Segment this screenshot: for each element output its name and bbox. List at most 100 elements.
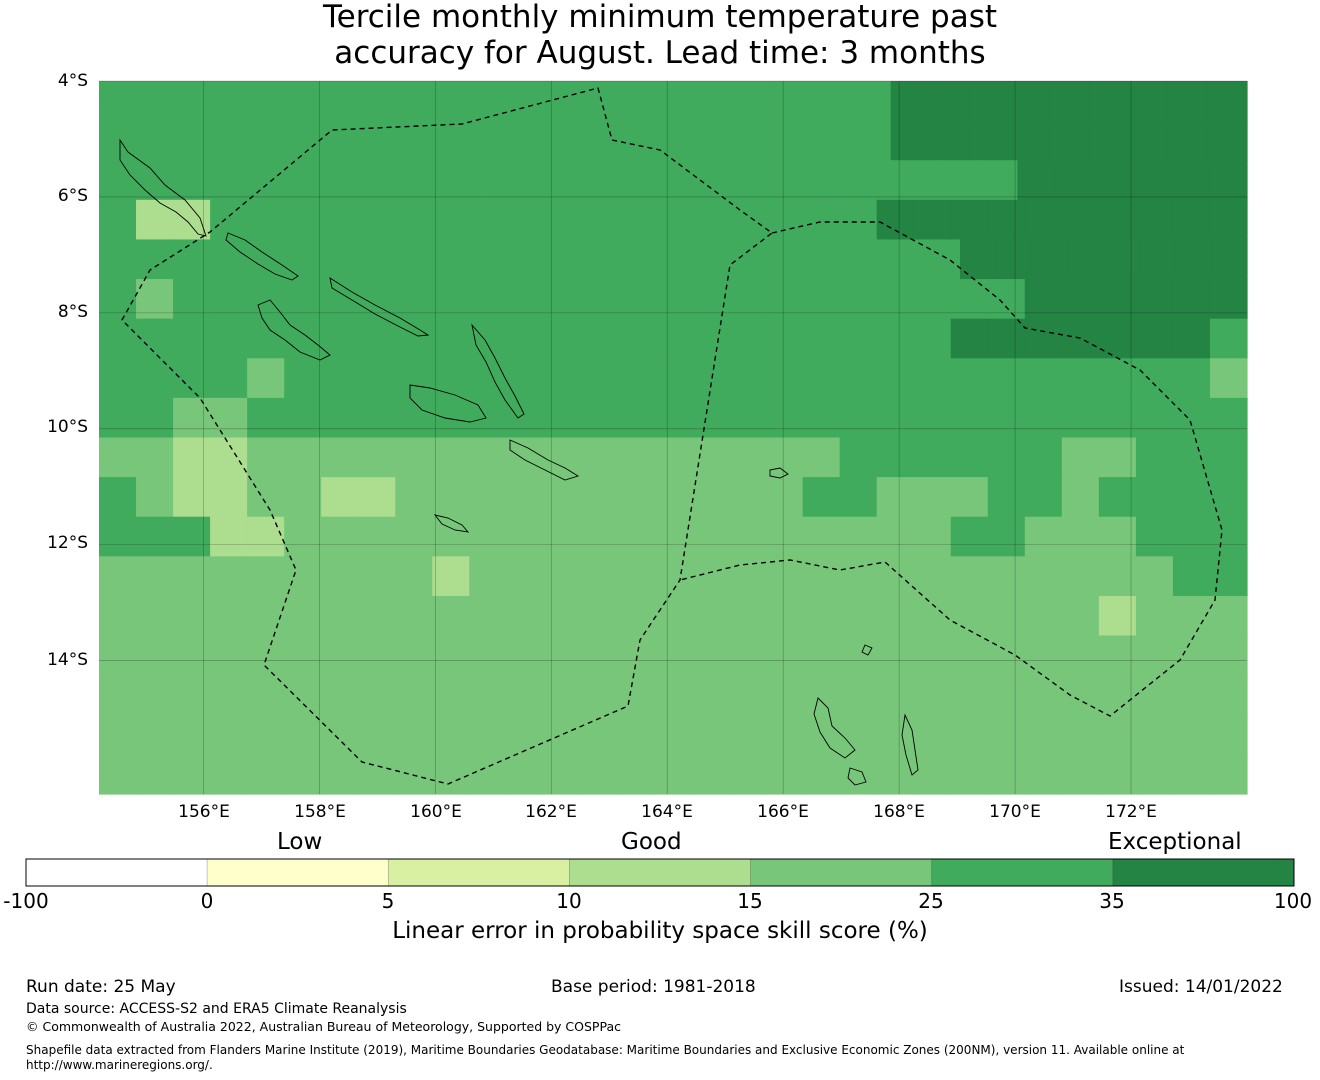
skill-cell: [99, 714, 137, 755]
skill-cell: [913, 754, 952, 795]
skill-cell: [839, 516, 878, 557]
skill-cell: [565, 239, 602, 280]
skill-cell: [494, 120, 536, 161]
skill-cell: [247, 279, 285, 320]
skill-cell: [987, 595, 1026, 637]
skill-cell: [481, 160, 521, 201]
skill-cell: [395, 714, 433, 755]
skill-cell: [321, 477, 359, 518]
skill-cell: [1172, 397, 1211, 439]
skill-cell: [1135, 199, 1174, 241]
skill-cell: [950, 754, 989, 795]
skill-cell: [728, 318, 767, 359]
skill-cell: [494, 81, 536, 122]
skill-cell: [654, 358, 693, 399]
skill-cell: [136, 714, 174, 755]
skill-cell: [950, 675, 989, 716]
skill-cell: [321, 635, 359, 676]
skill-cell: [876, 279, 915, 320]
skill-cell: [617, 556, 656, 597]
skill-cell: [1088, 81, 1129, 122]
skill-cell: [395, 675, 433, 716]
skill-cell: [136, 279, 174, 320]
skill-cell: [950, 318, 989, 359]
skill-cell: [247, 199, 285, 241]
skill-cell: [1209, 199, 1248, 241]
skill-cell: [580, 635, 619, 676]
skill-cell: [1167, 120, 1209, 161]
skill-cell: [1098, 397, 1137, 439]
skill-cell: [811, 81, 852, 122]
skill-cell: [950, 477, 989, 518]
skill-cell: [432, 279, 470, 320]
skill-cell: [284, 675, 322, 716]
skill-cell: [876, 754, 915, 795]
skill-cell: [654, 516, 693, 557]
skill-cell: [1135, 635, 1174, 676]
skill-cell: [1135, 595, 1174, 637]
skill-cell: [802, 199, 841, 241]
coastline-espiritu-santo: [813, 697, 856, 759]
skill-cell: [136, 556, 174, 597]
skill-cell: [247, 437, 285, 478]
skill-cell: [284, 635, 322, 676]
skill-cell: [136, 437, 174, 478]
skill-cell: [765, 714, 804, 755]
skill-cell: [765, 199, 804, 241]
skill-cell: [358, 595, 396, 637]
skill-cell: [247, 318, 285, 359]
skill-cell: [358, 556, 396, 597]
skill-cell: [708, 239, 746, 280]
skill-cell: [415, 81, 456, 122]
skill-cell: [691, 477, 730, 518]
skill-cell: [876, 635, 915, 676]
skill-cell: [284, 437, 322, 478]
skill-cell: [1061, 714, 1100, 755]
skill-cell: [890, 81, 931, 122]
skill-cell: [744, 239, 782, 280]
skill-cell: [728, 199, 767, 241]
skill-cell: [1024, 318, 1063, 359]
skill-cell: [1098, 714, 1137, 755]
skill-cell: [913, 318, 952, 359]
skill-cell: [802, 754, 841, 795]
skill-cell: [506, 279, 544, 320]
skill-cell: [1061, 477, 1100, 518]
skill-cell: [1098, 754, 1137, 795]
issued-date: Issued: 14/01/2022: [1119, 977, 1283, 997]
skill-cell: [1098, 516, 1137, 557]
skill-cell: [691, 754, 730, 795]
skill-cell: [876, 595, 915, 637]
coastline-new-georgia: [257, 299, 331, 361]
skill-cell: [1172, 477, 1211, 518]
skill-cell: [415, 120, 456, 161]
skill-cell: [1098, 556, 1137, 597]
skill-cell: [210, 437, 248, 478]
skill-cell: [529, 239, 566, 280]
skill-cell: [913, 675, 952, 716]
skill-cell: [950, 279, 989, 320]
skill-cell: [136, 397, 174, 439]
skill-cell: [654, 635, 693, 676]
skill-cell: [995, 239, 1033, 280]
skill-cell: [913, 556, 952, 597]
skill-cell: [173, 279, 211, 320]
skill-cell: [210, 358, 248, 399]
eez-solomon-islands: [121, 87, 774, 785]
skill-cell: [1170, 160, 1210, 201]
colorbar-tick-100: 100: [1273, 889, 1313, 913]
skill-cell: [969, 81, 1011, 122]
skill-cell: [284, 358, 322, 399]
coastline-efate: [847, 767, 867, 786]
skill-cell: [692, 120, 733, 161]
skill-cell: [358, 358, 396, 399]
skill-cell: [257, 81, 298, 122]
skill-cell: [802, 516, 841, 557]
skill-cell: [902, 160, 942, 201]
skill-cell: [876, 397, 915, 439]
skill-cell: [376, 81, 417, 122]
skill-cell: [950, 556, 989, 597]
skill-cell: [654, 437, 693, 478]
skill-cell: [580, 714, 619, 755]
skill-cell: [673, 160, 712, 201]
